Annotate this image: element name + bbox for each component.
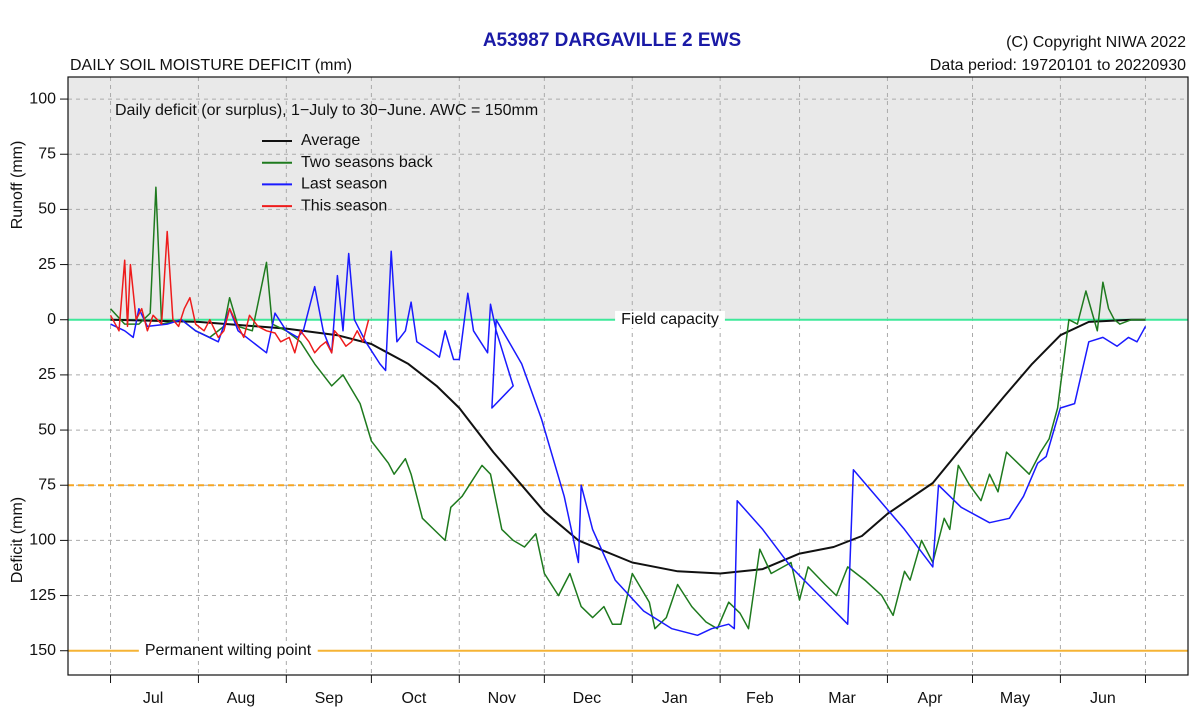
legend-label: Two seasons back <box>301 154 434 171</box>
x-tick-label: Dec <box>573 690 601 707</box>
legend-label: Last season <box>301 176 387 193</box>
series-line <box>109 230 370 354</box>
x-tick-label: May <box>1000 690 1030 707</box>
x-tick-label: Oct <box>401 690 426 707</box>
reference-label: Permanent wilting point <box>145 642 312 659</box>
y-tick-label: 125 <box>29 587 56 604</box>
subtitle: DAILY SOIL MOISTURE DEFICIT (mm) <box>70 57 352 74</box>
x-tick-label: Nov <box>488 690 516 707</box>
y-tick-label: 50 <box>38 421 56 438</box>
legend-label: Average <box>301 132 360 149</box>
legend-label: This season <box>301 197 387 214</box>
series-line <box>110 250 1147 637</box>
reference-label: Field capacity <box>621 311 719 328</box>
y-tick-label: 75 <box>38 145 56 162</box>
x-tick-label: Feb <box>746 690 774 707</box>
x-tick-label: Mar <box>828 690 856 707</box>
y-tick-label: 25 <box>38 366 56 383</box>
y-axis-label: Deficit (mm) <box>9 497 26 583</box>
x-tick-label: Apr <box>918 690 944 707</box>
y-tick-label: 100 <box>29 532 56 549</box>
y-tick-label: 50 <box>38 201 56 218</box>
chart-title: A53987 DARGAVILLE 2 EWS <box>483 30 741 51</box>
series-line <box>109 186 1146 630</box>
reference-label-bg <box>138 641 318 659</box>
x-tick-label: Jul <box>143 690 163 707</box>
y-tick-label: 25 <box>38 256 56 273</box>
y-tick-label: 0 <box>47 311 56 328</box>
y-tick-label: 150 <box>29 642 56 659</box>
data-period: Data period: 19720101 to 20220930 <box>930 57 1186 74</box>
reference-label-bg <box>615 310 725 328</box>
annotation: Daily deficit (or surplus), 1−July to 30… <box>115 102 538 119</box>
x-tick-label: Jan <box>662 690 688 707</box>
y-tick-label: 100 <box>29 90 56 107</box>
runoff-shading <box>68 77 1188 320</box>
copyright: (C) Copyright NIWA 2022 <box>1006 34 1186 51</box>
x-tick-label: Sep <box>315 690 344 707</box>
series-line <box>110 318 1146 575</box>
y-axis-label: Runoff (mm) <box>9 141 26 230</box>
x-tick-label: Jun <box>1090 690 1116 707</box>
plot-frame <box>67 76 1189 676</box>
x-tick-label: Aug <box>227 690 255 707</box>
y-tick-label: 75 <box>38 476 56 493</box>
legend: Average Two seasons back Last season This s… <box>262 132 434 214</box>
